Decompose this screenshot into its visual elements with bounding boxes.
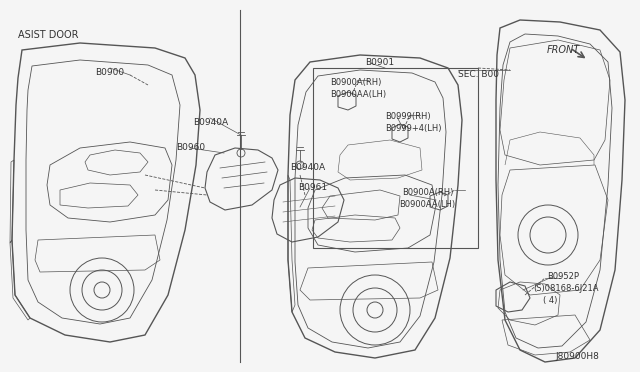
Text: SEC. B00: SEC. B00: [458, 70, 499, 79]
Text: B0900AA(LH): B0900AA(LH): [399, 200, 455, 209]
Text: ASIST DOOR: ASIST DOOR: [18, 30, 79, 40]
Text: B0900A(RH): B0900A(RH): [402, 188, 453, 197]
Text: B0900AA(LH): B0900AA(LH): [330, 90, 386, 99]
Text: B0952P: B0952P: [547, 272, 579, 281]
Text: ( 4): ( 4): [543, 296, 557, 305]
Text: (S)08168-6J21A: (S)08168-6J21A: [533, 284, 598, 293]
Text: B0901: B0901: [365, 58, 394, 67]
Text: FRONT: FRONT: [547, 45, 580, 55]
Text: B0900A(RH): B0900A(RH): [330, 78, 381, 87]
Text: B0960: B0960: [176, 143, 205, 152]
Text: B0940A: B0940A: [290, 163, 325, 172]
Text: B0999+4(LH): B0999+4(LH): [385, 124, 442, 133]
Text: B0940A: B0940A: [193, 118, 228, 127]
Text: B0999(RH): B0999(RH): [385, 112, 431, 121]
Text: B0961: B0961: [298, 183, 327, 192]
Text: J80900H8: J80900H8: [555, 352, 599, 361]
Text: B0900: B0900: [95, 68, 124, 77]
